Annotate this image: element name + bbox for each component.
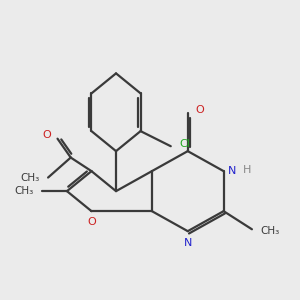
Text: Cl: Cl — [179, 139, 190, 149]
Text: CH₃: CH₃ — [15, 186, 34, 196]
Text: CH₃: CH₃ — [260, 226, 280, 236]
Text: O: O — [87, 217, 96, 227]
Text: N: N — [228, 166, 236, 176]
Text: O: O — [195, 105, 204, 115]
Text: H: H — [243, 165, 252, 176]
Text: CH₃: CH₃ — [20, 172, 40, 183]
Text: O: O — [42, 130, 51, 140]
Text: N: N — [184, 238, 192, 248]
